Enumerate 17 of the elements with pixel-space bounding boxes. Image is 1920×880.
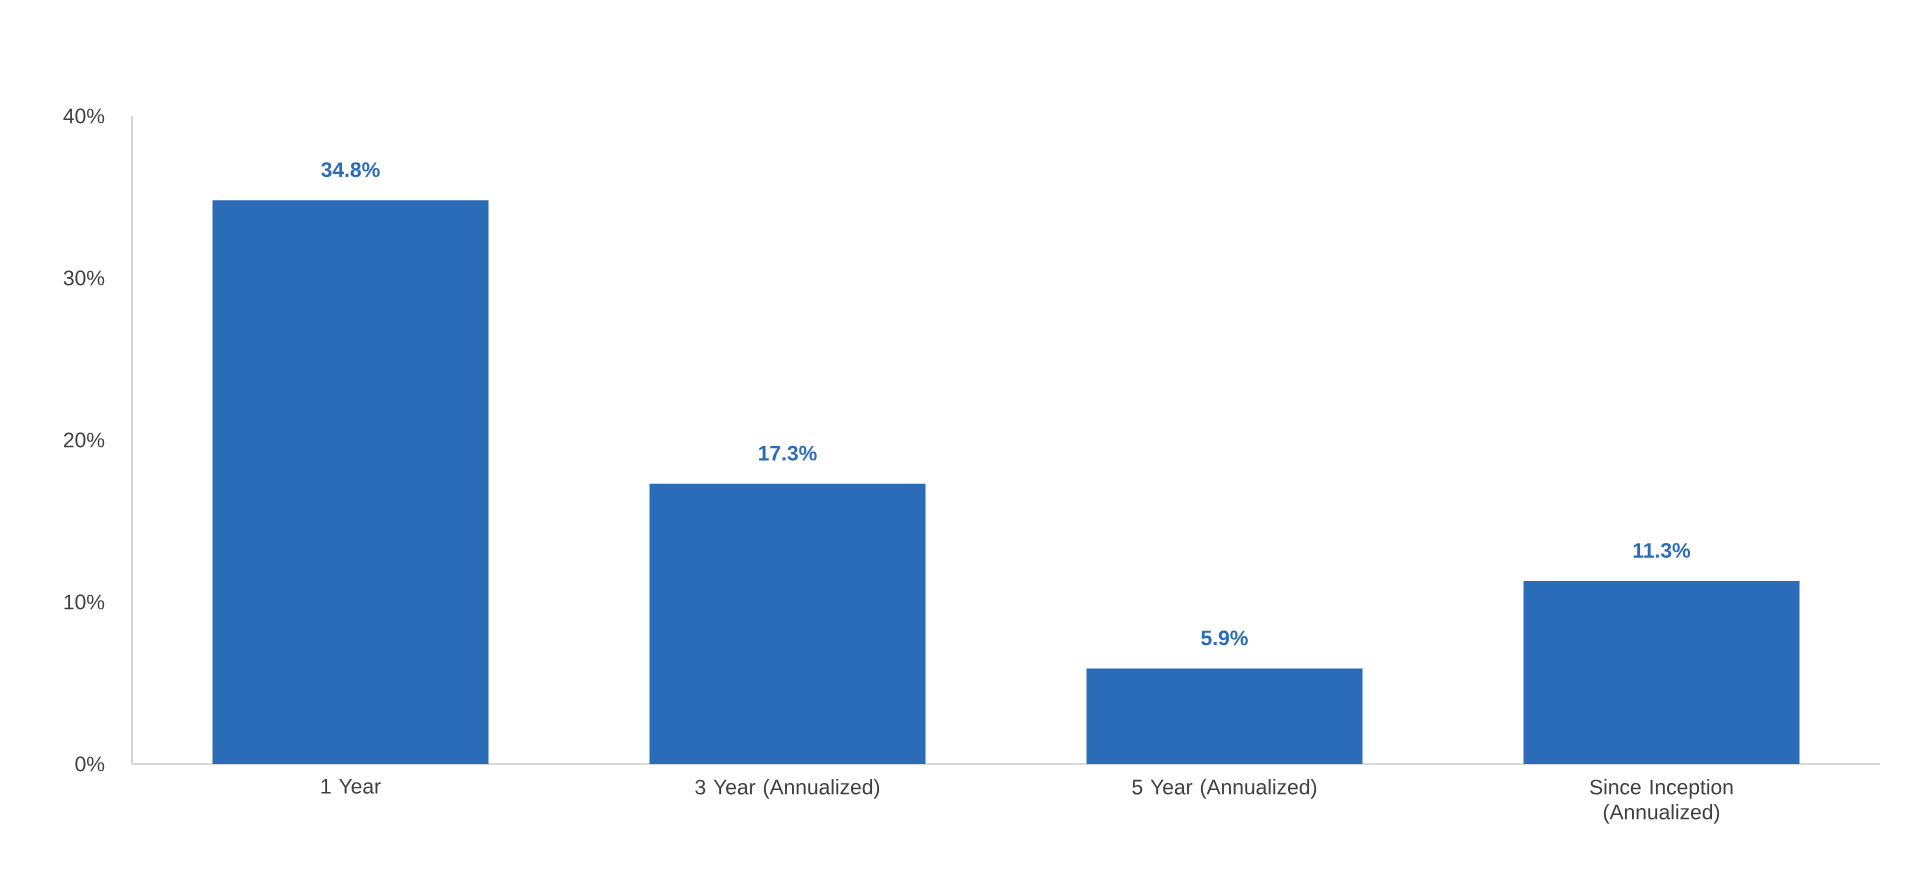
x-tick-label: Since Inception (Annualized) — [1590, 779, 1733, 824]
data-label: 5.9% — [1201, 630, 1248, 646]
bar — [649, 483, 926, 764]
bar — [1086, 668, 1363, 764]
bar — [212, 200, 489, 764]
y-tick-label: 10% — [64, 594, 105, 610]
data-label: 17.3% — [759, 445, 817, 461]
data-label: 34.8% — [321, 162, 380, 178]
y-tick-label: 20% — [63, 432, 105, 448]
data-label: 11.3% — [1633, 542, 1691, 558]
bar — [1523, 580, 1800, 764]
x-tick-label: 3 Year (Annualized) — [695, 779, 880, 799]
x-tick-label: 1 Year — [321, 779, 381, 794]
y-tick-label: 0% — [75, 756, 105, 772]
y-tick-label: 30% — [63, 270, 105, 286]
y-tick-label: 40% — [63, 108, 105, 124]
x-tick-label: 5 Year (Annualized) — [1132, 779, 1317, 799]
